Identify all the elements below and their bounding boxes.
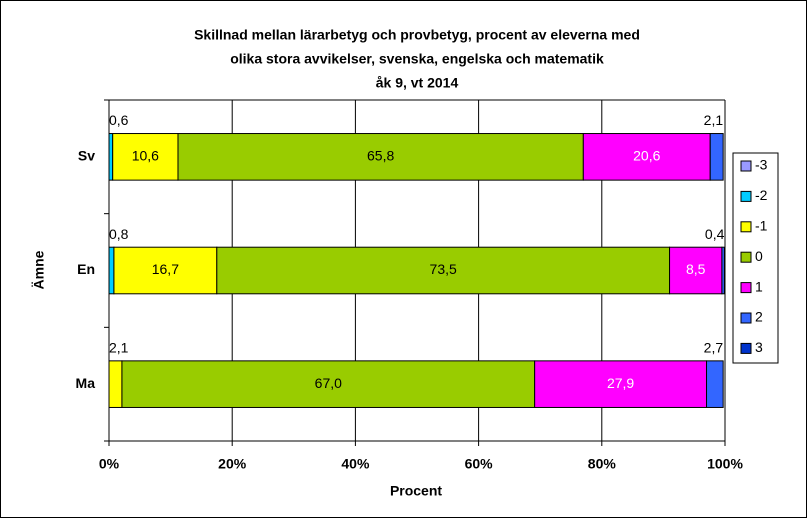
bar-segment bbox=[582, 133, 711, 181]
bar-segment bbox=[177, 133, 584, 181]
legend-label: 1 bbox=[755, 278, 763, 294]
y-tick-label: En bbox=[77, 261, 95, 277]
chart-title: olika stora avvikelser, svenska, engelsk… bbox=[230, 51, 604, 67]
bar-segment bbox=[108, 360, 123, 408]
data-label: 2,1 bbox=[704, 112, 724, 128]
bar-segment bbox=[216, 246, 671, 295]
legend-swatch bbox=[740, 312, 752, 324]
data-label: 27,9 bbox=[607, 375, 634, 391]
chart-title: Skillnad mellan lärarbetyg och provbetyg… bbox=[194, 27, 640, 43]
data-label: 0,4 bbox=[705, 226, 725, 242]
data-label: 2,1 bbox=[109, 340, 129, 356]
legend-label: -3 bbox=[755, 157, 768, 173]
y-axis-title: Ämne bbox=[31, 250, 47, 289]
legend-label: 0 bbox=[755, 248, 763, 264]
bar-segment bbox=[721, 246, 725, 295]
x-tick-label: 80% bbox=[588, 456, 617, 472]
y-tick-label: Sv bbox=[78, 148, 95, 164]
data-label: 20,6 bbox=[633, 148, 660, 164]
legend-swatch bbox=[740, 251, 752, 263]
bar-segment bbox=[709, 133, 724, 181]
legend-label: -2 bbox=[755, 187, 768, 203]
x-tick-label: 100% bbox=[707, 456, 743, 472]
data-label: 0,6 bbox=[109, 112, 129, 128]
bar-segment bbox=[113, 246, 218, 295]
bar-segment bbox=[669, 246, 723, 295]
data-label: 65,8 bbox=[367, 148, 394, 164]
x-axis-title: Procent bbox=[390, 483, 442, 499]
x-tick-label: 0% bbox=[99, 456, 120, 472]
legend-label: 2 bbox=[755, 309, 763, 325]
chart-title: åk 9, vt 2014 bbox=[376, 75, 459, 91]
legend-label: 3 bbox=[755, 339, 763, 355]
data-label: 8,5 bbox=[686, 261, 706, 277]
data-label: 2,7 bbox=[704, 340, 724, 356]
legend-swatch bbox=[740, 282, 752, 294]
x-tick-label: 60% bbox=[465, 456, 494, 472]
bar-segment bbox=[706, 360, 724, 408]
legend-swatch bbox=[740, 160, 752, 172]
legend-swatch bbox=[740, 221, 752, 233]
bar-segment bbox=[112, 133, 179, 181]
x-tick-label: 20% bbox=[218, 456, 247, 472]
data-label: 0,8 bbox=[109, 226, 129, 242]
legend-label: -1 bbox=[755, 218, 768, 234]
legend-swatch bbox=[740, 190, 752, 202]
y-tick-label: Ma bbox=[76, 375, 96, 391]
legend-swatch bbox=[740, 342, 752, 354]
bar-segment bbox=[108, 246, 115, 295]
data-label: 67,0 bbox=[315, 375, 342, 391]
data-label: 16,7 bbox=[152, 261, 179, 277]
data-label: 10,6 bbox=[132, 148, 159, 164]
x-tick-label: 40% bbox=[341, 456, 370, 472]
bar-segment bbox=[534, 360, 708, 408]
data-label: 73,5 bbox=[430, 261, 457, 277]
bar-segment bbox=[108, 133, 114, 181]
